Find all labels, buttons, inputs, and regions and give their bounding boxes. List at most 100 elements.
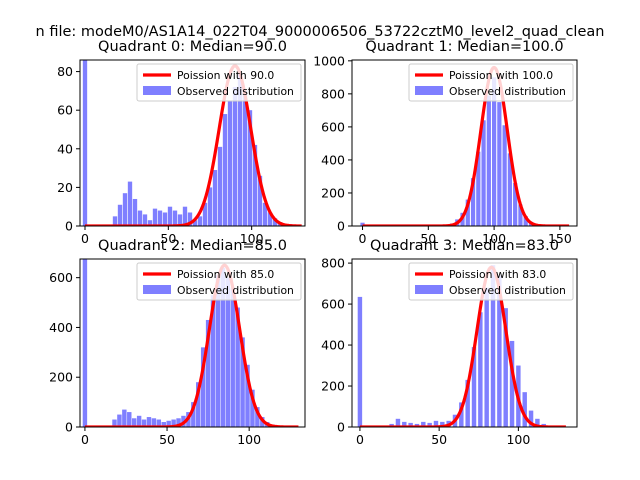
- x-tick-label: 150: [548, 231, 572, 246]
- histogram-bar: [215, 275, 221, 427]
- histogram-bar: [127, 181, 133, 226]
- poisson-curve: [84, 263, 300, 427]
- subplot-title: Quadrant 2: Median=85.0: [98, 238, 287, 254]
- histogram-bar: [182, 206, 188, 226]
- histogram-bar: [509, 340, 515, 427]
- x-tick-label: 50: [159, 432, 175, 447]
- histogram-bar: [528, 410, 534, 427]
- y-tick-label: 600: [321, 119, 345, 134]
- histogram-bar: [518, 204, 523, 226]
- histogram-bar: [217, 146, 223, 226]
- histogram-bar: [156, 419, 162, 427]
- quadrant-0-poisson-group: [84, 64, 303, 226]
- y-tick-label: 400: [49, 320, 73, 335]
- legend-poisson-label: Poission with 83.0: [449, 268, 546, 281]
- legend-box: [408, 262, 574, 301]
- y-tick-label: 600: [321, 297, 345, 312]
- legend-poisson-label: Poission with 90.0: [177, 69, 274, 82]
- y-tick-label: 0: [65, 219, 73, 234]
- axes-frame: [351, 59, 578, 227]
- histogram-bar: [161, 422, 166, 427]
- histogram-bar: [187, 212, 193, 226]
- histogram-bar: [197, 216, 203, 226]
- histogram-bar: [465, 379, 470, 427]
- histogram-bar: [272, 218, 278, 226]
- legend-observed-swatch: [143, 285, 171, 294]
- histogram-bar: [262, 202, 268, 226]
- histogram-bar: [360, 222, 365, 226]
- histogram-bar: [227, 100, 233, 226]
- histogram-bar: [122, 193, 128, 226]
- x-tick-label: 0: [356, 432, 364, 447]
- legend-box: [408, 63, 574, 102]
- subplot-title: Quadrant 0: Median=90.0: [98, 39, 287, 55]
- histogram-bar: [141, 419, 147, 427]
- histogram-bar: [210, 295, 216, 427]
- axes-frame: [351, 258, 578, 428]
- poisson-curve: [361, 65, 570, 226]
- histogram-bar: [470, 178, 476, 226]
- quadrant-1-axes: 0 50 100 150 0 200 400 600 800 1000 Quadrant 1: Me…: [313, 39, 578, 246]
- x-tick-label: 100: [240, 231, 264, 246]
- histogram-bar: [151, 418, 157, 427]
- y-tick-label: 400: [321, 152, 345, 167]
- histogram-bar: [257, 175, 263, 226]
- y-tick-label: 200: [321, 379, 345, 394]
- histogram-bar: [177, 214, 183, 226]
- quadrant-1-poisson-group: [361, 65, 570, 226]
- histogram-bar: [166, 420, 171, 427]
- legend-poisson-label: Poission with 85.0: [177, 268, 274, 281]
- histogram-bar: [207, 187, 213, 226]
- histogram-bar: [250, 389, 255, 427]
- quadrant-0-axes: 0 50 100 0 20 40 60 80 Quadrant 0: Median=90.0 Po…: [57, 39, 306, 246]
- histogram-bar: [484, 287, 489, 427]
- y-tick-label: 60: [57, 103, 73, 118]
- histogram-bar: [225, 277, 231, 427]
- histogram-bar: [402, 421, 407, 427]
- quadrant-3-axes: 0 50 100 0 200 400 600 800 Quadrant 3: Median=83…: [321, 238, 578, 447]
- legend: Poission with 90.0 Observed distribution: [136, 63, 302, 102]
- quadrant-3-poisson-group: [359, 265, 567, 427]
- poisson-curve: [84, 64, 303, 226]
- histogram-bar: [202, 202, 208, 226]
- histogram-bar: [502, 125, 507, 226]
- y-tick-label: 800: [321, 86, 345, 101]
- legend-observed-swatch: [415, 86, 443, 95]
- histogram-bar: [252, 144, 258, 226]
- x-tick-label: 100: [506, 432, 530, 447]
- y-tick-label: 1000: [313, 53, 345, 68]
- legend-observed-label: Observed distribution: [177, 85, 294, 98]
- histogram-bar: [535, 418, 540, 427]
- histogram-bar: [427, 422, 432, 427]
- figure-suptitle: n file: modeM0/AS1A14_022T04_9000006506_…: [36, 24, 605, 40]
- quadrant-0-histogram: [82, 60, 293, 226]
- quadrant-2-poisson-group: [84, 263, 300, 427]
- histogram-bar: [117, 414, 122, 427]
- histogram-bar: [142, 214, 148, 226]
- histogram-bar: [157, 210, 163, 226]
- histogram-bar: [408, 422, 413, 427]
- histogram-bar: [112, 419, 117, 427]
- histogram-bar: [117, 204, 123, 226]
- histogram-bar: [147, 220, 153, 226]
- histogram-bar: [267, 212, 273, 226]
- histogram-bar: [82, 60, 88, 226]
- legend: Poission with 83.0 Observed distribution: [408, 262, 574, 301]
- quadrant-2-axes: 0 50 100 0 200 400 600 Quadrant 2: Median=85.0 P…: [49, 238, 306, 447]
- histogram-bar: [220, 267, 226, 427]
- histogram-bar: [237, 73, 243, 226]
- x-tick-label: 0: [359, 231, 367, 246]
- histogram-bar: [486, 95, 491, 226]
- subplot-title: Quadrant 1: Median=100.0: [365, 39, 563, 55]
- x-tick-label: 0: [81, 432, 89, 447]
- histogram-bar: [255, 407, 260, 427]
- histogram-bar: [497, 275, 502, 427]
- histogram-bar: [205, 319, 211, 427]
- legend-observed-swatch: [415, 285, 443, 294]
- histogram-bar: [242, 90, 248, 226]
- y-tick-label: 800: [321, 256, 345, 271]
- histogram-bar: [200, 347, 206, 427]
- histogram-bar: [433, 420, 439, 427]
- y-tick-label: 200: [49, 370, 73, 385]
